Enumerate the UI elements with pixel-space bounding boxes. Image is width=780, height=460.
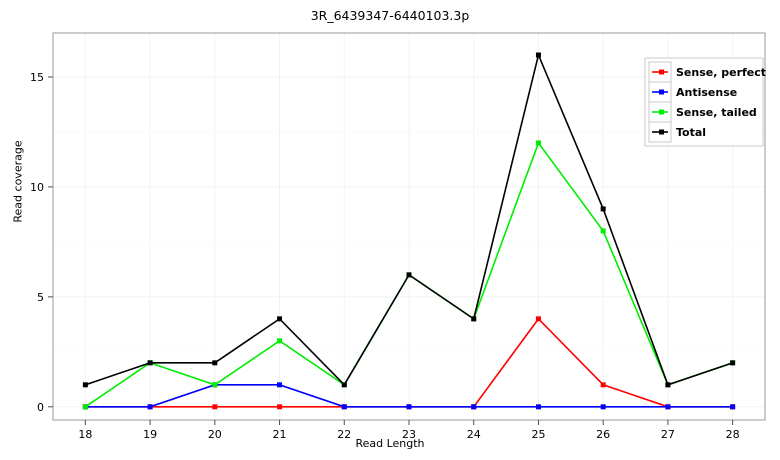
data-point-marker [406, 404, 412, 410]
x-axis-tick-label: 22 [337, 428, 351, 441]
data-point-marker [277, 338, 283, 344]
data-point-marker [82, 404, 88, 410]
legend-entry-label: Sense, tailed [676, 106, 757, 119]
data-point-marker [730, 404, 736, 410]
data-point-marker [471, 404, 477, 410]
data-point-marker [665, 404, 671, 410]
data-point-marker [341, 382, 347, 388]
data-point-marker [277, 316, 283, 322]
legend-key-marker [659, 89, 664, 95]
data-point-marker [600, 206, 606, 212]
x-axis-label: Read Length [355, 437, 425, 450]
plot-area: 0 5 10 15 18 19 20 21 22 23 24 25 26 27 28 Sense, perfe… [30, 32, 766, 441]
data-point-marker [535, 404, 541, 410]
data-point-marker [212, 360, 218, 366]
x-axis-tick-label: 25 [531, 428, 545, 441]
data-point-marker [406, 272, 412, 278]
x-axis-tick-label: 18 [78, 428, 92, 441]
data-point-marker [147, 404, 153, 410]
legend-key-marker [659, 109, 664, 115]
x-axis-tick-label: 27 [661, 428, 675, 441]
data-point-marker [341, 404, 347, 410]
data-point-marker [600, 382, 606, 388]
data-point-marker [277, 382, 283, 388]
page-title: 3R_6439347-6440103.3p [310, 8, 470, 23]
x-axis-tick-label: 28 [726, 428, 740, 441]
data-point-marker [212, 404, 218, 410]
y-axis-tick-label: 0 [37, 401, 44, 414]
legend-entry-label: Antisense [676, 86, 737, 99]
legend-key-marker [659, 69, 664, 75]
x-axis-tick-label: 24 [467, 428, 481, 441]
data-point-marker [600, 228, 606, 234]
data-point-marker [471, 316, 477, 322]
data-point-marker [600, 404, 606, 410]
data-point-marker [665, 382, 671, 388]
legend-entry-label: Sense, perfect [676, 66, 766, 79]
x-axis-tick-label: 19 [143, 428, 157, 441]
x-axis-tick-label: 20 [208, 428, 222, 441]
data-point-marker [277, 404, 283, 410]
x-axis-tick-label: 26 [596, 428, 610, 441]
data-point-marker [212, 382, 218, 388]
data-point-marker [147, 360, 153, 366]
data-point-marker [535, 140, 541, 146]
legend-entry-label: Total [676, 126, 706, 139]
y-axis-tick-label: 10 [30, 181, 44, 194]
data-point-marker [82, 382, 88, 388]
x-axis-tick-label: 23 [402, 428, 416, 441]
y-axis-tick-label: 15 [30, 71, 44, 84]
data-point-marker [535, 52, 541, 58]
x-axis-tick-label: 21 [273, 428, 287, 441]
y-axis-tick-label: 5 [37, 291, 44, 304]
data-point-marker [535, 316, 541, 322]
legend-key-marker [659, 129, 664, 135]
data-point-marker [730, 360, 736, 366]
